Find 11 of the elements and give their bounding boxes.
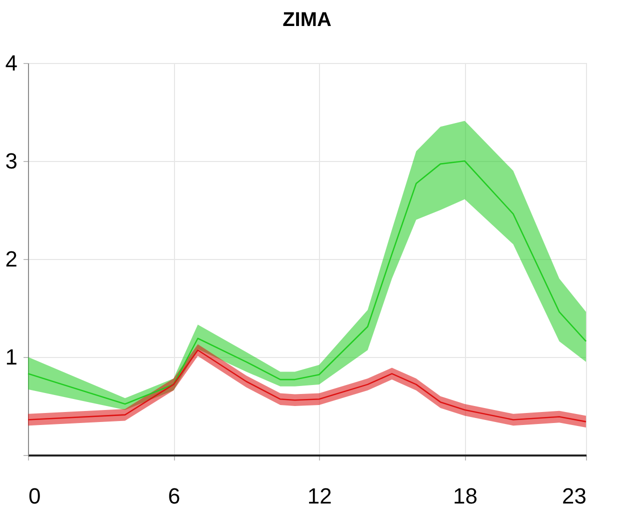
x-tick-label: 18 bbox=[452, 484, 478, 508]
x-tick-label: 6 bbox=[168, 484, 180, 508]
y-tick-label: 3 bbox=[5, 148, 18, 174]
x-tick-label: 0 bbox=[28, 484, 41, 508]
x-tick-label: 12 bbox=[307, 484, 332, 508]
x-tick-label: 23 bbox=[562, 484, 586, 508]
y-tick-label: 2 bbox=[5, 246, 18, 272]
line-series bbox=[27, 160, 587, 405]
y-tick-label: 4 bbox=[5, 50, 18, 76]
y-tick-label: 1 bbox=[5, 344, 18, 370]
chart-title: ZIMA bbox=[282, 9, 332, 31]
